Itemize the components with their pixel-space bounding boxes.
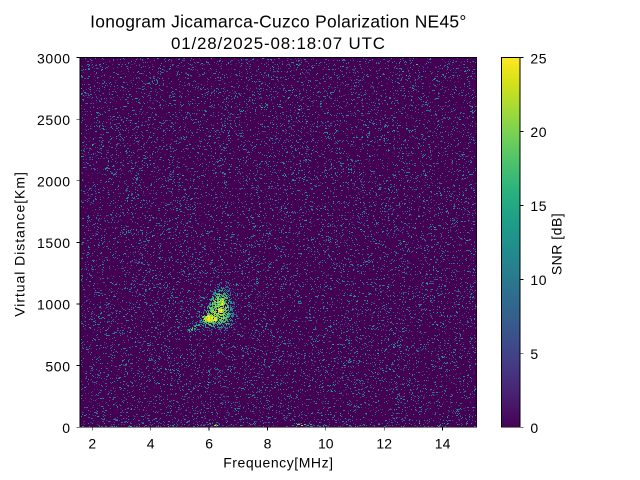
svg-text:2: 2 xyxy=(88,435,96,451)
svg-text:8: 8 xyxy=(264,435,272,451)
svg-text:0: 0 xyxy=(62,420,70,436)
svg-text:3000: 3000 xyxy=(37,50,71,66)
svg-text:2000: 2000 xyxy=(37,174,71,190)
svg-text:2500: 2500 xyxy=(37,112,71,128)
svg-text:Ionogram Jicamarca-Cuzco Polar: Ionogram Jicamarca-Cuzco Polarization NE… xyxy=(90,12,467,32)
svg-text:25: 25 xyxy=(530,50,547,66)
svg-text:1500: 1500 xyxy=(37,235,71,251)
svg-text:500: 500 xyxy=(45,358,70,374)
svg-text:10: 10 xyxy=(318,435,334,451)
svg-text:SNR [dB]: SNR [dB] xyxy=(549,213,565,275)
svg-text:5: 5 xyxy=(530,346,538,362)
svg-text:Frequency[MHz]: Frequency[MHz] xyxy=(223,454,333,470)
svg-text:10: 10 xyxy=(530,272,547,288)
svg-text:Virtual Distance[Km]: Virtual Distance[Km] xyxy=(12,171,28,317)
svg-text:14: 14 xyxy=(435,435,451,451)
svg-text:4: 4 xyxy=(147,435,155,451)
svg-text:01/28/2025-08:18:07 UTC: 01/28/2025-08:18:07 UTC xyxy=(171,34,386,53)
svg-text:12: 12 xyxy=(376,435,392,451)
svg-text:1000: 1000 xyxy=(37,297,71,313)
svg-text:20: 20 xyxy=(530,124,547,140)
svg-text:15: 15 xyxy=(530,198,547,214)
svg-text:0: 0 xyxy=(530,420,538,436)
svg-text:6: 6 xyxy=(205,435,213,451)
